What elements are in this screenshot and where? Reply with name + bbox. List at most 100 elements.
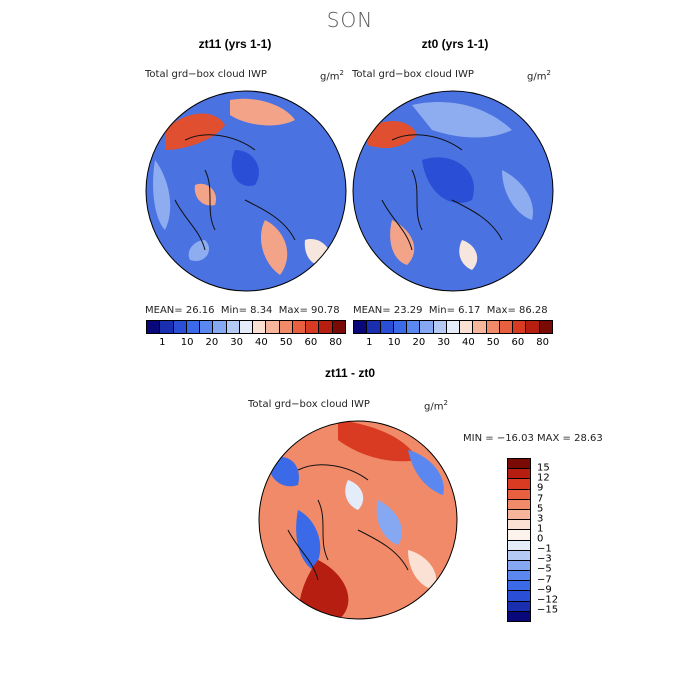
colorbar-segment [186,321,201,333]
map-field-lightred-patch [230,98,295,126]
map-border [258,420,458,620]
colorbar-tick-label: −7 [537,574,552,585]
map-field-darkred-patch [298,560,349,619]
colorbar-tick-label: 20 [412,337,426,348]
colorbar-segment [508,550,530,561]
colorbar-segment [393,321,408,333]
map-field-red-patch [338,421,418,462]
figure-title: SON [326,8,374,32]
colorbar-segment [508,479,530,490]
colorbar-segment [508,611,530,621]
coastlines [287,464,409,581]
colorbar-tick-label: −15 [537,604,559,616]
map-border [145,90,347,292]
colorbar-segment [508,560,530,572]
colorbar-segment [508,540,530,551]
map-field-lightblue-patch [412,101,512,138]
colorbar-tick-label: −1 [537,543,552,555]
colorbar-segment [499,321,514,333]
colorbar-segment [292,321,307,333]
panel-b-colorbar [353,320,553,334]
colorbar-segment [446,321,461,333]
map-field-lightblue-patch [153,160,171,230]
coastlines [381,134,503,251]
colorbar-segment [253,321,267,333]
colorbar-tick-label: 60 [511,337,525,348]
colorbar-segment [508,469,530,480]
colorbar-segment [526,321,540,333]
colorbar-tick-label: 50 [279,337,293,348]
map-field-blue-patch [408,450,444,495]
panel-b-stats: MEAN= 23.29 Min= 6.17 Max= 86.28 [353,305,548,316]
colorbar-segment [508,520,530,531]
panel-b-colorbar-ticks: 1 10 20 30 40 50 60 80 [353,337,551,349]
colorbar-segment [486,321,500,333]
diff-colorbar-ticks: 15 12 9 7 5 3 1 0 −1 −3 −5 −7 −9 −12 −15 [537,458,577,620]
colorbar-segment [239,321,254,333]
diff-variable-label: Total grd−box cloud IWP [248,399,370,410]
colorbar-segment [508,581,530,592]
map-field-lightblue-patch [502,170,533,220]
colorbar-tick-label: −5 [537,563,552,575]
colorbar-tick-label: 5 [537,503,544,515]
colorbar-segment [508,499,530,510]
colorbar-segment [508,459,530,470]
colorbar-segment [508,509,530,521]
colorbar-segment [473,321,487,333]
panel-b-polar-map [352,90,554,292]
colorbar-tick-label: 60 [304,337,318,348]
map-field-pale-patch [459,240,478,270]
map-field-red-patch [165,113,225,150]
colorbar-tick-label: 0 [537,533,544,545]
colorbar-segment [508,591,530,602]
colorbar-segment [508,530,530,541]
diff-unit-label: g/m2 [424,399,448,413]
map-field-lightred-patch [390,220,415,265]
colorbar-segment [539,321,552,333]
colorbar-segment [226,321,240,333]
colorbar-tick-label: 40 [254,337,268,348]
colorbar-tick-label: 10 [387,337,401,348]
colorbar-tick-label: 1 [159,337,166,348]
map-field-pale-patch [345,480,364,510]
colorbar-tick-label: −9 [537,584,552,596]
colorbar-segment [213,321,227,333]
colorbar-tick-label: 7 [537,493,544,504]
colorbar-tick-label: 9 [537,482,544,494]
map-field-deepblue-patch [422,157,474,204]
panel-a-stats: MEAN= 26.16 Min= 8.34 Max= 90.78 [145,305,340,316]
map-field-lightred-patch [260,220,288,275]
colorbar-segment [367,321,381,333]
colorbar-tick-label: 80 [329,337,342,348]
colorbar-segment [513,321,527,333]
panel-a-colorbar [146,320,346,334]
colorbar-segment [508,489,530,500]
colorbar-segment [306,321,320,333]
colorbar-segment [332,321,345,333]
colorbar-tick-label: 10 [180,337,194,348]
map-field-blue-patch [296,510,321,570]
diff-title: zt11 - zt0 [324,366,375,380]
colorbar-segment [508,601,530,612]
map-border [352,90,554,292]
map-base [259,421,457,619]
panel-a-polar-map [145,90,347,292]
panel-b-variable-label: Total grd−box cloud IWP [352,69,474,80]
colorbar-tick-label: 1 [537,523,544,535]
colorbar-tick-label: 1 [366,337,373,348]
colorbar-segment [147,321,161,333]
colorbar-segment [279,321,293,333]
panel-a-unit-label: g/m2 [320,69,344,83]
colorbar-segment [380,321,394,333]
panel-a-variable-label: Total grd−box cloud IWP [145,69,267,80]
colorbar-tick-label: −12 [537,594,559,606]
colorbar-segment [173,321,187,333]
colorbar-tick-label: 80 [536,337,549,348]
colorbar-tick-label: 30 [230,337,243,348]
panel-b-unit-label: g/m2 [527,69,551,83]
colorbar-segment [200,321,214,333]
colorbar-tick-label: 3 [537,513,544,525]
colorbar-tick-label: 50 [486,337,500,348]
coastlines [174,134,296,251]
colorbar-segment [319,321,333,333]
